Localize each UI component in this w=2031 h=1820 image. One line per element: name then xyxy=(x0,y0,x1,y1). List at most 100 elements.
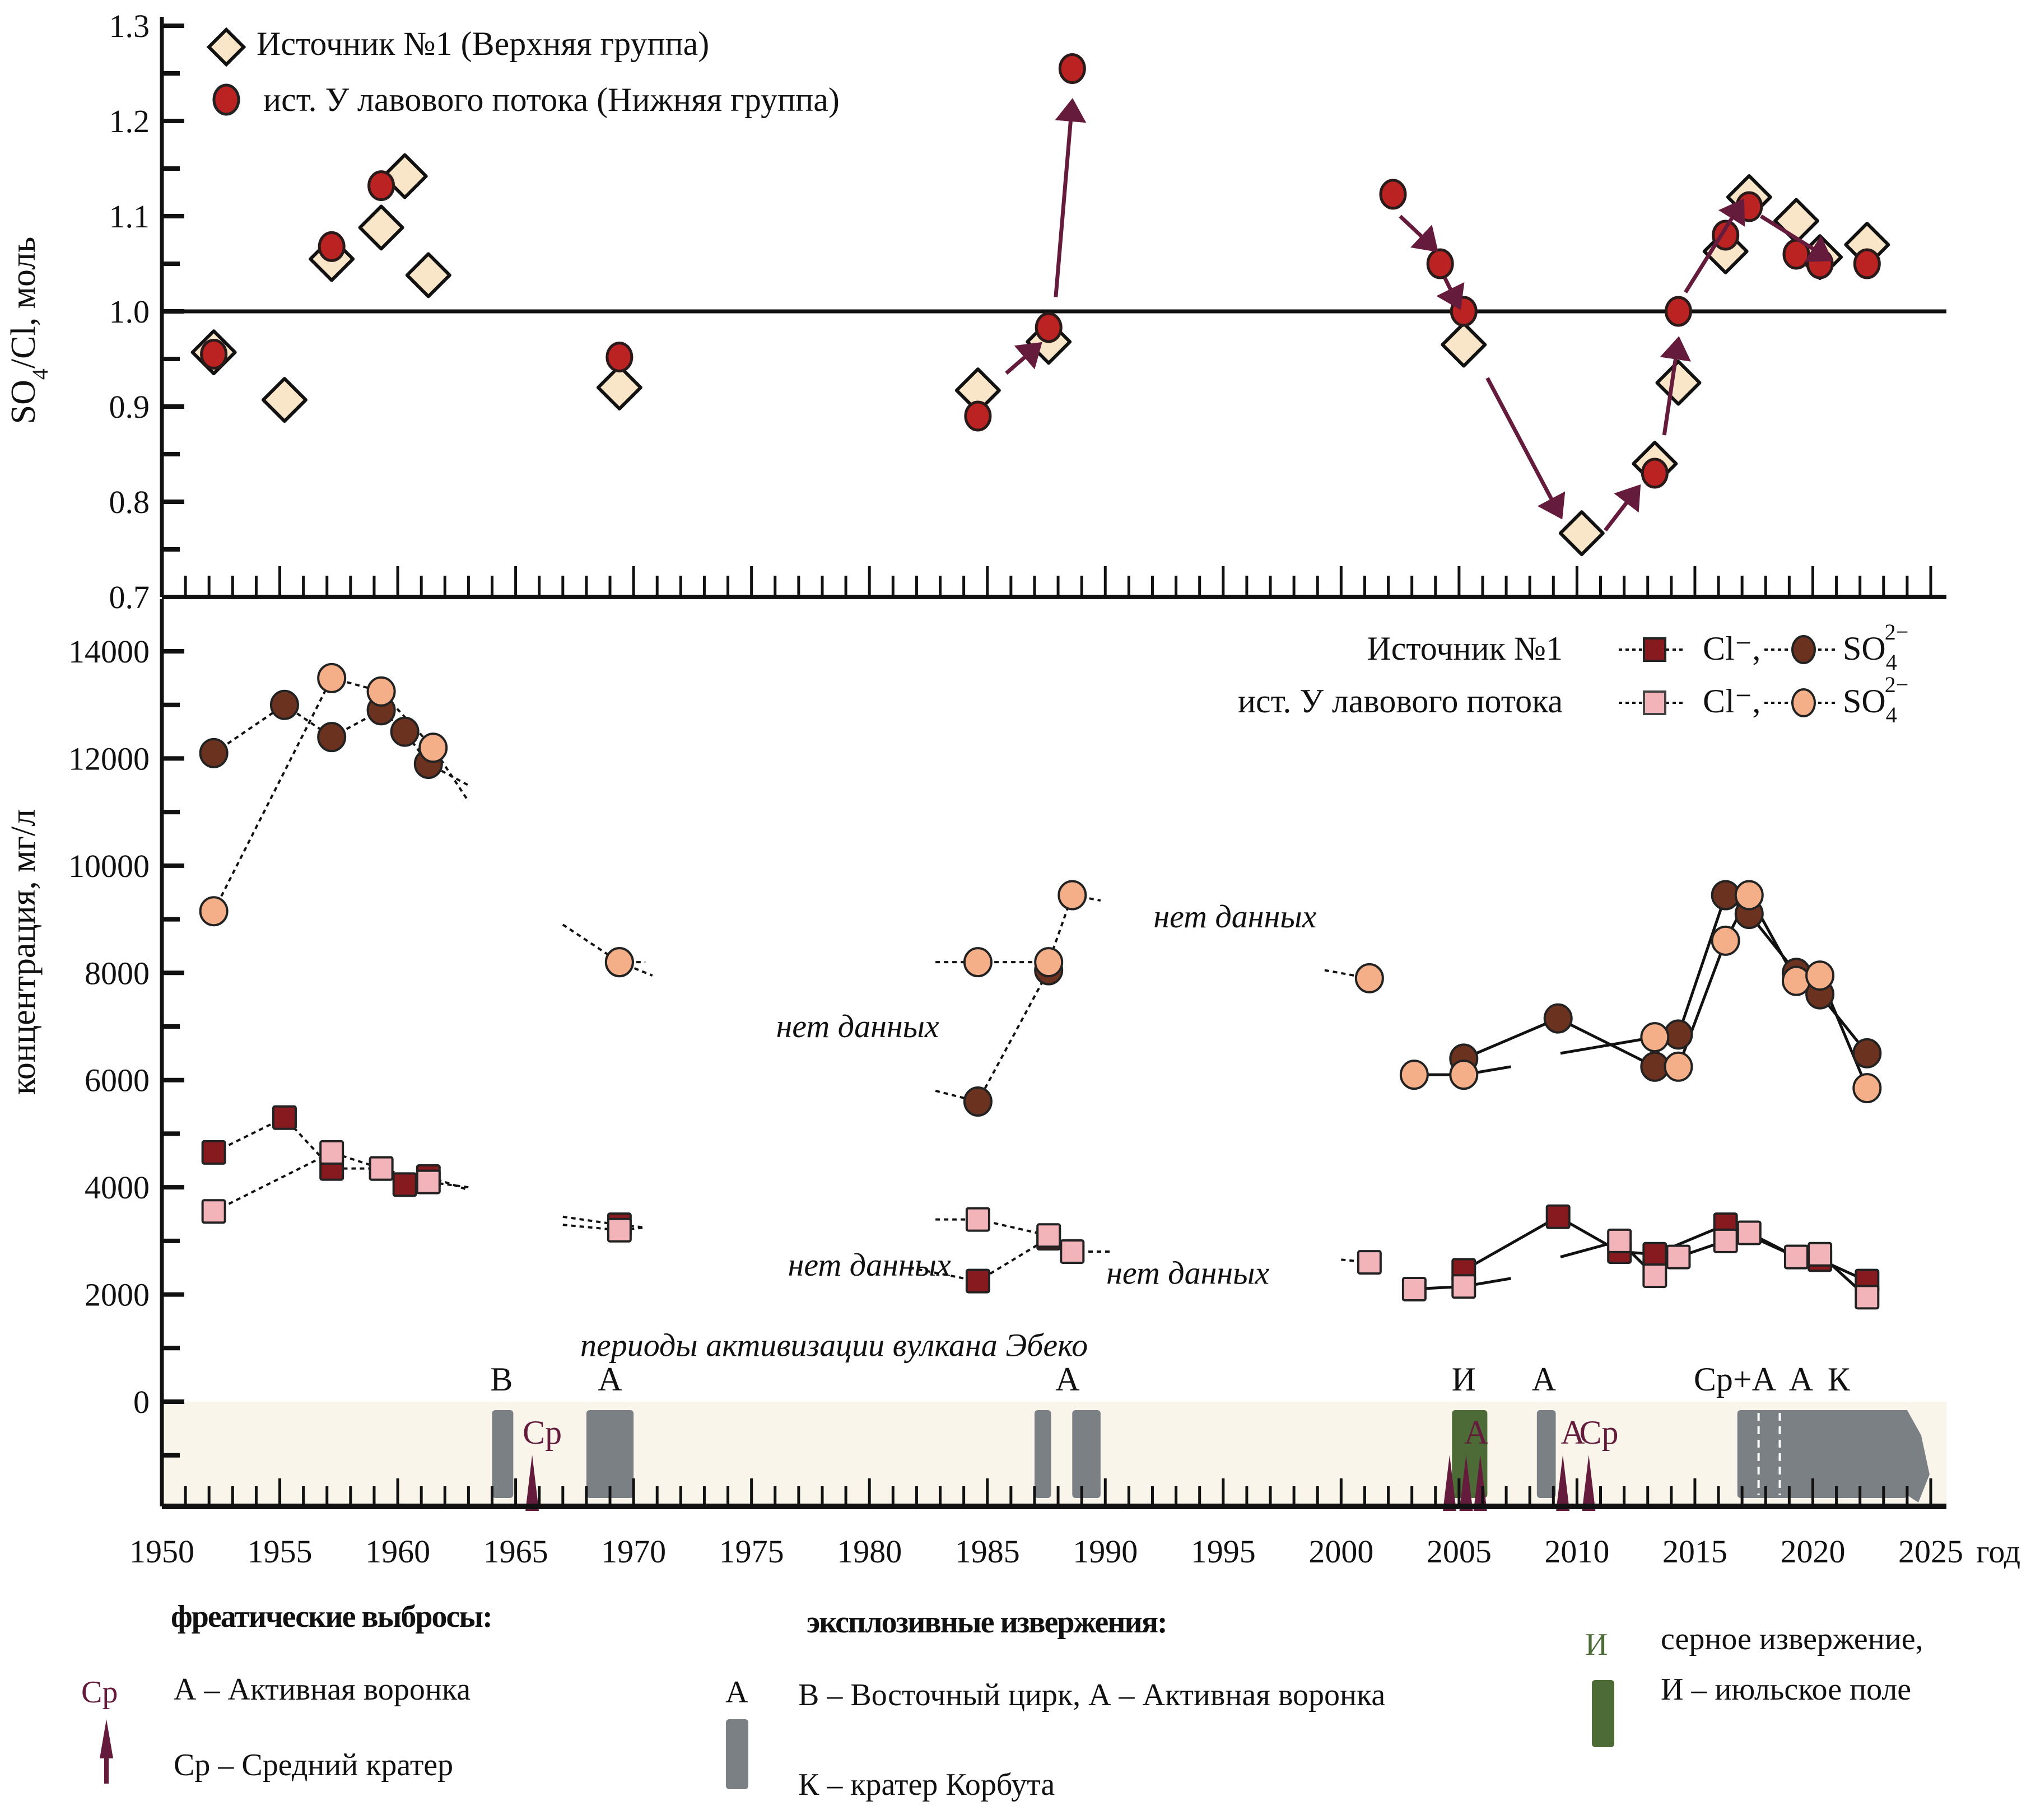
x-tick-label: 1970 xyxy=(601,1533,666,1570)
so4-sub: 4 xyxy=(1886,650,1897,675)
sulfate-circle-point xyxy=(1449,1060,1479,1090)
source1-diamond-point xyxy=(261,377,308,423)
series-connector-line xyxy=(562,1224,646,1231)
source1-diamond-point xyxy=(405,252,451,298)
x-tick-label: 2000 xyxy=(1308,1533,1373,1570)
chloride-square-point xyxy=(272,1105,297,1130)
ratio-legend: Источник №1 (Верхняя группа) ист. У лаво… xyxy=(206,25,840,118)
x-tick-label: 1955 xyxy=(248,1533,313,1570)
lava-circle-point xyxy=(1641,458,1669,489)
legend-row2-so4-marker xyxy=(1791,688,1816,717)
phreatic-legend-title: фреатические выбросы: xyxy=(171,1599,493,1634)
chloride-square-point xyxy=(416,1169,441,1194)
x-tick-label: 1995 xyxy=(1191,1533,1256,1570)
phreatic-arrow-icon xyxy=(100,1719,113,1784)
series-connector-line xyxy=(1677,893,1869,1054)
chloride-square-point xyxy=(201,1199,226,1224)
sulfur-item-eruption: серное извержение, xyxy=(1661,1622,1923,1656)
trend-arrow xyxy=(1660,336,1692,436)
sulfate-circle-point xyxy=(1640,1022,1670,1053)
explosive-eruption-bar xyxy=(1034,1410,1051,1498)
ratio-y-tick-label: 1.0 xyxy=(109,293,150,330)
y-title-so: SO xyxy=(4,380,43,424)
explosive-eruption-bar xyxy=(1536,1410,1556,1498)
lava-circle-point xyxy=(200,339,228,370)
x-axis-title: год xyxy=(1976,1533,2020,1570)
phreatic-explosion-arrow xyxy=(525,1455,539,1511)
x-tick-label: 1950 xyxy=(129,1533,194,1570)
sulfur-icon-label: И xyxy=(1585,1627,1608,1662)
chloride-square-point xyxy=(1545,1204,1571,1229)
lava-circle-point xyxy=(1379,179,1407,210)
x-tick-label: 1965 xyxy=(483,1533,548,1570)
sulfate-circle-point xyxy=(317,662,347,693)
sulfate-circle-point xyxy=(366,676,396,707)
legend-row2-so4-text: SO4 2− xyxy=(1843,672,1908,727)
explosive-eruption-bar xyxy=(1072,1410,1101,1498)
chloride-square-point xyxy=(1357,1250,1382,1275)
so4-base: SO xyxy=(1843,630,1886,667)
phreatic-explosion-arrow xyxy=(1582,1455,1596,1511)
legend-row2-label: ист. У лавового потока xyxy=(1238,683,1563,720)
sulfate-circle-point xyxy=(1852,1038,1882,1068)
chloride-square-point xyxy=(1036,1223,1061,1248)
no-data-annotation: периоды активизации вулкана Эбеко xyxy=(580,1327,1088,1364)
conc-y-tick-label: 6000 xyxy=(85,1062,150,1099)
chloride-square-point xyxy=(1401,1277,1427,1301)
x-tick-label: 2015 xyxy=(1662,1533,1727,1570)
x-tick-label: 2005 xyxy=(1427,1533,1492,1570)
source1-diamond-point xyxy=(1558,510,1605,557)
sulfate-circle-point xyxy=(1852,1073,1882,1104)
legend-row1-label: Источник №1 xyxy=(1367,630,1563,667)
legend-diamond-marker xyxy=(206,27,246,67)
legend-row2-cl-text: Cl⁻, xyxy=(1703,683,1760,720)
phreatic-arrow-label: А xyxy=(1560,1414,1585,1451)
legend-row1-cl-marker xyxy=(1643,637,1666,662)
ratio-y-tick-label: 1.1 xyxy=(109,198,150,235)
activity-period-label: А xyxy=(598,1361,622,1398)
ratio-y-tick-label: 1.2 xyxy=(109,103,150,139)
lava-circle-point xyxy=(1426,248,1454,279)
sulfate-circle-point xyxy=(1781,965,1811,996)
conc-y-tick-label: 2000 xyxy=(85,1277,150,1313)
lava-circle-point xyxy=(605,342,633,373)
sulfate-circle-point xyxy=(199,738,229,768)
legend-row1-so4-marker xyxy=(1791,635,1816,664)
conc-y-tick-label: 4000 xyxy=(85,1169,150,1206)
series-connector-line xyxy=(1560,1035,1655,1055)
activity-period-label: Ср+А xyxy=(1694,1361,1776,1398)
phreatic-item-middle-crater: Ср – Средний кратер xyxy=(174,1748,454,1782)
trend-arrow xyxy=(1684,198,1745,293)
x-tick-label: 1985 xyxy=(955,1533,1020,1570)
explosive-item-korbut-crater: К – кратер Корбута xyxy=(798,1767,1055,1802)
activity-period-label: А xyxy=(1532,1361,1556,1398)
lava-circle-point xyxy=(964,400,992,432)
so4-base: SO xyxy=(1843,683,1886,720)
phreatic-arrow-label: Ср xyxy=(1579,1414,1618,1451)
trend-arrow xyxy=(1485,377,1566,520)
source1-diamond-point xyxy=(1655,360,1702,406)
series-connector-line xyxy=(1677,892,1869,1089)
source1-diamond-point xyxy=(1441,321,1487,368)
series-connector-line xyxy=(935,969,1050,1103)
chloride-square-point xyxy=(607,1217,632,1243)
explosive-legend-title: эксплозивные извержения: xyxy=(807,1605,1168,1640)
chloride-square-point xyxy=(369,1156,394,1181)
sulfate-circle-point xyxy=(1058,880,1087,911)
x-tick-label: 2010 xyxy=(1544,1533,1609,1570)
so4-sup: 2− xyxy=(1885,672,1909,697)
sulfate-circle-point xyxy=(963,947,993,978)
trend-arrow xyxy=(1759,214,1833,262)
no-data-annotation: нет данных xyxy=(1153,898,1316,935)
phreatic-arrow-label: А xyxy=(1464,1414,1488,1451)
trend-arrow xyxy=(1436,277,1465,310)
conc-y-tick-label: 14000 xyxy=(68,633,150,670)
x-tick-label: 1960 xyxy=(365,1533,430,1570)
trend-arrow xyxy=(1604,484,1641,532)
sulfate-circle-point xyxy=(269,689,299,720)
phreatic-explosion-arrow xyxy=(1556,1455,1570,1511)
chloride-square-point xyxy=(392,1172,417,1197)
sulfate-circle-point xyxy=(418,732,448,763)
chloride-square-point xyxy=(1451,1274,1476,1299)
